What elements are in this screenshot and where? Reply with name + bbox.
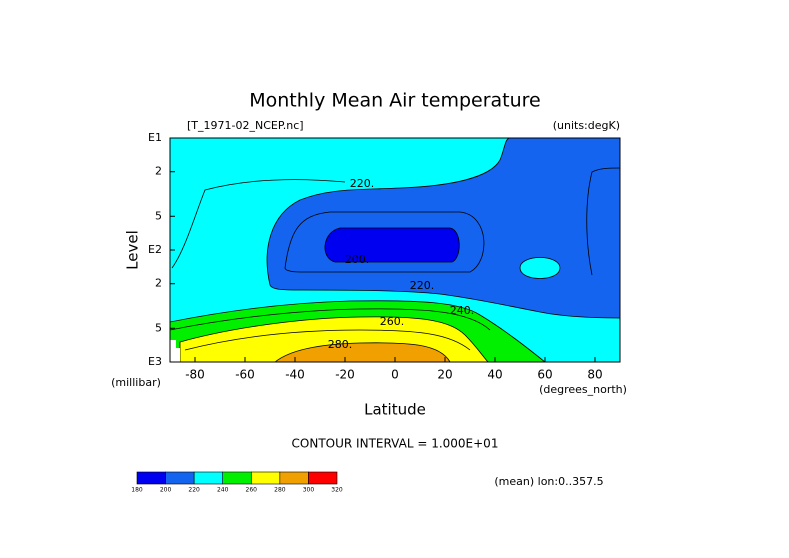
x-tick-label: 20 bbox=[437, 368, 452, 382]
x-tick-label: 60 bbox=[537, 368, 552, 382]
x-unit: (degrees_north) bbox=[539, 383, 627, 396]
contour-fill bbox=[170, 138, 620, 362]
plot-area: 220. 200. 220. 240. 260. 280. bbox=[169, 137, 621, 363]
contour-line bbox=[284, 211, 485, 273]
colorbar-label: 320 bbox=[331, 487, 343, 494]
contour-line bbox=[184, 329, 471, 351]
colorbar-label: 200 bbox=[160, 487, 172, 494]
y-tick-label: 2 bbox=[155, 165, 162, 178]
y-tick-label: 2 bbox=[155, 277, 162, 290]
colorbar-label: 280 bbox=[274, 487, 286, 494]
contour-label: 220. bbox=[410, 279, 435, 292]
x-tick-label: 40 bbox=[487, 368, 502, 382]
y-tick-label: 5 bbox=[155, 321, 162, 334]
contour-label: 240. bbox=[450, 304, 475, 317]
colorbar-box bbox=[308, 471, 338, 485]
y-tick-label: E1 bbox=[148, 131, 162, 144]
colorbar-label: 220 bbox=[188, 487, 200, 494]
colorbar-box bbox=[136, 471, 166, 485]
x-tick-label: -60 bbox=[235, 368, 255, 382]
contour-label: 280. bbox=[328, 338, 353, 351]
contour-label: 260. bbox=[380, 315, 405, 328]
colorbar-box bbox=[165, 471, 195, 485]
x-tick-label: -40 bbox=[285, 368, 305, 382]
x-tick-label: 80 bbox=[587, 368, 602, 382]
x-tick-label: -80 bbox=[185, 368, 205, 382]
y-unit: (millibar) bbox=[111, 376, 161, 389]
x-tick-label: -20 bbox=[335, 368, 355, 382]
contour-region bbox=[324, 227, 460, 263]
x-axis-label: Latitude bbox=[364, 401, 426, 419]
units-label: (units:degK) bbox=[553, 119, 620, 132]
colorbar-box bbox=[250, 471, 281, 485]
contour-interval: CONTOUR INTERVAL = 1.000E+01 bbox=[292, 437, 499, 451]
colorbar-box bbox=[279, 471, 309, 485]
colorbar-box bbox=[222, 471, 252, 485]
colorbar-box bbox=[193, 471, 224, 485]
y-axis-label: Level bbox=[124, 230, 142, 270]
contour-region bbox=[519, 257, 561, 279]
contour-label: 220. bbox=[350, 177, 375, 190]
contour-line bbox=[586, 167, 620, 276]
colorbar-label: 180 bbox=[131, 487, 143, 494]
mean-note: (mean) lon:0..357.5 bbox=[494, 475, 603, 488]
contour-line bbox=[170, 308, 491, 331]
colorbar-label: 240 bbox=[217, 487, 229, 494]
y-tick-label: E2 bbox=[148, 243, 162, 256]
source-label: [T_1971-02_NCEP.nc] bbox=[187, 119, 304, 132]
chart-title: Monthly Mean Air temperature bbox=[249, 90, 540, 112]
contour-line bbox=[171, 179, 346, 269]
contour-region bbox=[274, 342, 451, 362]
y-tick-label: E3 bbox=[148, 355, 162, 368]
contour-label: 200. bbox=[345, 253, 370, 266]
colorbar-label: 300 bbox=[303, 487, 315, 494]
missing-data bbox=[170, 340, 180, 362]
y-tick-label: 5 bbox=[155, 209, 162, 222]
x-tick-label: 0 bbox=[391, 368, 399, 382]
colorbar-label: 260 bbox=[246, 487, 258, 494]
